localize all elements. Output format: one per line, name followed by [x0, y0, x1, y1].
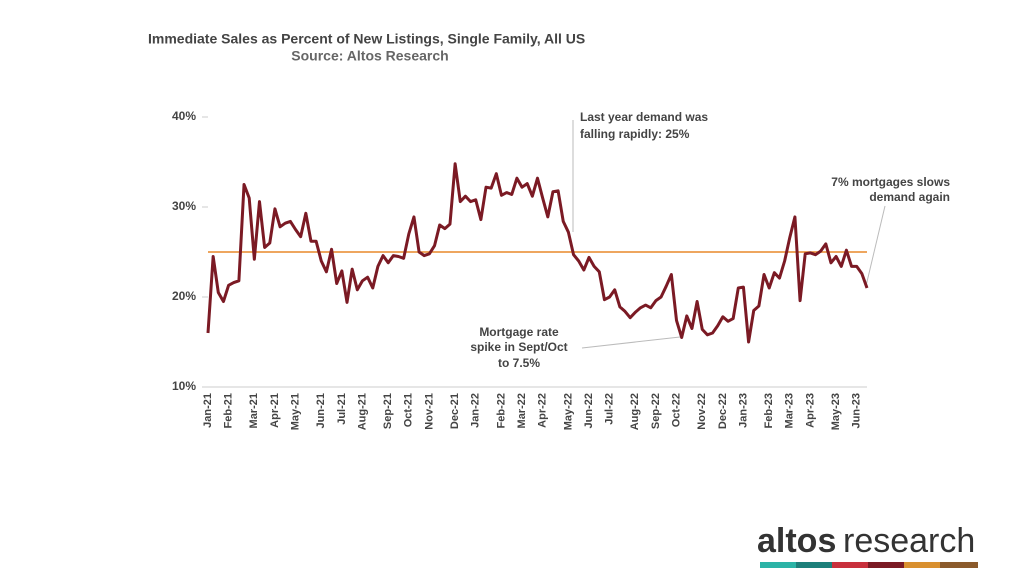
annotation: Last year demand was	[580, 110, 708, 124]
x-tick-label: Apr-22	[537, 393, 549, 428]
x-tick-label: Dec-22	[717, 393, 729, 429]
x-tick-label: Mar-21	[248, 393, 260, 428]
chart-title: Immediate Sales as Percent of New Listin…	[148, 31, 585, 47]
x-tick-label: Jan-22	[470, 393, 482, 428]
x-tick-label: Jun-23	[851, 393, 863, 428]
annotation: spike in Sept/Oct	[470, 340, 567, 354]
annotation-pointer	[865, 205, 886, 287]
chart-subtitle: Source: Altos Research	[291, 48, 448, 64]
annotation: demand again	[869, 190, 950, 204]
x-tick-label: Aug-21	[356, 393, 368, 430]
x-tick-label: Jun-22	[583, 393, 595, 428]
line-series	[206, 162, 869, 344]
x-tick-label: Oct-21	[403, 393, 415, 427]
x-tick-label: Oct-22	[670, 393, 682, 427]
annotation-pointer	[581, 336, 681, 349]
annotation: falling rapidly: 25%	[580, 127, 690, 141]
x-tick-label: Dec-21	[449, 393, 461, 429]
x-tick-label: Sep-22	[650, 393, 662, 429]
x-tick-label: May-21	[289, 393, 301, 430]
x-tick-label: Sep-21	[382, 393, 394, 429]
x-tick-label: Jul-22	[603, 393, 615, 425]
x-tick-label: Feb-23	[763, 393, 775, 428]
annotation: Mortgage rate	[479, 325, 559, 339]
x-tick-label: Mar-22	[516, 393, 528, 428]
x-tick-label: Feb-22	[495, 393, 507, 428]
logo-text: research	[843, 522, 975, 560]
logo-bar	[760, 562, 978, 568]
x-tick-label: Jun-21	[315, 393, 327, 428]
y-tick-label: 40%	[172, 109, 196, 123]
x-tick-label: Nov-21	[423, 393, 435, 430]
annotation: to 7.5%	[498, 356, 540, 370]
x-tick-label: Feb-21	[223, 393, 235, 428]
x-tick-label: Jan-23	[737, 393, 749, 428]
x-tick-label: Mar-23	[784, 393, 796, 428]
annotation: 7% mortgages slows	[831, 175, 950, 189]
x-tick-label: Jul-21	[336, 393, 348, 425]
x-tick-label: Jan-21	[202, 393, 214, 428]
logo-text: altos	[757, 522, 836, 560]
y-tick-label: 30%	[172, 199, 196, 213]
y-tick-label: 10%	[172, 379, 196, 393]
x-tick-label: May-22	[562, 393, 574, 430]
y-tick-label: 20%	[172, 289, 196, 303]
x-tick-label: Nov-22	[696, 393, 708, 430]
x-tick-label: May-23	[830, 393, 842, 430]
x-tick-label: Aug-22	[629, 393, 641, 430]
x-tick-label: Apr-21	[269, 393, 281, 428]
x-tick-label: Apr-23	[804, 393, 816, 428]
